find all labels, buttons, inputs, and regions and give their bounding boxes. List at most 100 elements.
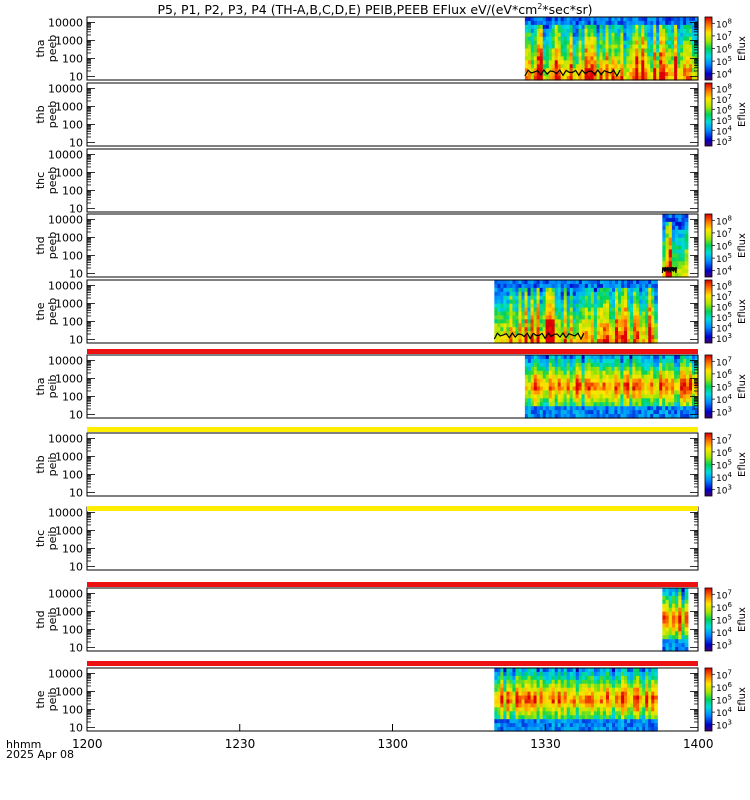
- panel-product-label: peib: [46, 375, 59, 399]
- colorbar-tick-label: 105: [716, 252, 732, 265]
- y-tick-label: 10000: [48, 148, 83, 161]
- panel-frame: [86, 432, 699, 497]
- colorbar-tick-label: 104: [716, 68, 732, 81]
- colorbar-tick-label: 104: [716, 706, 732, 719]
- colorbar-tick-label: 103: [716, 484, 732, 497]
- y-tick-label: 10000: [48, 506, 83, 519]
- panel-product-label: peeb: [46, 101, 59, 129]
- quality-bar-red: [87, 349, 698, 354]
- y-tick-label: 1000: [55, 231, 83, 244]
- colorbar-tick-label: 107: [716, 227, 732, 240]
- colorbar-tick-label: 103: [716, 639, 732, 652]
- colorbar-label: Eflux: [737, 452, 748, 477]
- colorbar-tick-label: 104: [716, 471, 732, 484]
- panel-probe-label: thc: [34, 530, 47, 547]
- y-tick-label: 1000: [55, 297, 83, 310]
- colorbar-tick-label: 106: [716, 601, 732, 614]
- y-tick-label: 1000: [55, 166, 83, 179]
- x-tick-label: 1300: [377, 737, 409, 751]
- title-suffix: *sec*sr): [542, 2, 593, 18]
- colorbar-tick-label: 105: [716, 381, 732, 394]
- colorbar-tick-label: 105: [716, 614, 732, 627]
- panel-frame: [86, 506, 699, 571]
- colorbar-label: Eflux: [737, 233, 748, 258]
- y-tick-label: 1000: [55, 372, 83, 385]
- y-tick-label: 100: [62, 184, 83, 197]
- heatmap-tha-peeb: [524, 17, 699, 81]
- quality-bar-red: [87, 661, 698, 666]
- colorbar-tick-label: 104: [716, 265, 732, 278]
- colorbar-label: Eflux: [737, 607, 748, 632]
- colorbar-tick-label: 106: [716, 446, 732, 459]
- colorbar-tick-label: 107: [716, 668, 732, 681]
- date-label: 2025 Apr 08: [6, 748, 75, 761]
- colorbar-tick-label: 106: [716, 240, 732, 253]
- heatmap-the-peib: [494, 668, 658, 732]
- panel-frame: [86, 82, 699, 147]
- x-tick-label: 1400: [683, 737, 714, 751]
- y-tick-label: 10: [69, 408, 83, 421]
- y-tick-label: 1000: [55, 524, 83, 537]
- title-superscript: 2: [537, 2, 543, 11]
- panel-product-label: peib: [46, 453, 59, 477]
- y-tick-label: 100: [62, 249, 83, 262]
- y-tick-label: 100: [62, 468, 83, 481]
- colorbar-tick-label: 106: [716, 368, 732, 381]
- colorbar: [704, 279, 713, 344]
- colorbar-tick-label: 103: [716, 719, 732, 732]
- y-tick-label: 10000: [48, 587, 83, 600]
- title-prefix: P5, P1, P2, P3, P4 (TH-A,B,C,D,E) PEIB,P…: [157, 2, 538, 18]
- y-tick-label: 100: [62, 315, 83, 328]
- y-tick-label: 100: [62, 118, 83, 131]
- y-tick-label: 100: [62, 703, 83, 716]
- colorbar-label: Eflux: [737, 102, 748, 127]
- y-tick-label: 10: [69, 560, 83, 573]
- panel-product-label: peeb: [46, 232, 59, 260]
- panel-probe-label: the: [34, 302, 47, 320]
- colorbar: [704, 667, 713, 732]
- panel-frame: [86, 279, 699, 344]
- colorbar-tick-label: 108: [716, 214, 732, 227]
- colorbar-tick-label: 105: [716, 55, 732, 68]
- time-format-label: hhmm: [6, 738, 42, 751]
- colorbar-tick-label: 108: [716, 17, 732, 30]
- panel-product-label: peeb: [46, 35, 59, 63]
- quality-bar-yellow: [87, 506, 698, 511]
- colorbar-label: Eflux: [737, 687, 748, 712]
- quality-bar-yellow: [87, 427, 698, 432]
- colorbar-tick-label: 105: [716, 459, 732, 472]
- colorbar-tick-label: 106: [716, 681, 732, 694]
- y-tick-label: 100: [62, 623, 83, 636]
- y-tick-label: 10: [69, 721, 83, 734]
- y-tick-label: 1000: [55, 100, 83, 113]
- y-tick-label: 10: [69, 136, 83, 149]
- y-tick-label: 10000: [48, 16, 83, 29]
- colorbar-tick-label: 103: [716, 406, 732, 419]
- colorbar: [704, 432, 713, 497]
- colorbar-tick-label: 107: [716, 433, 732, 446]
- colorbar-label: Eflux: [737, 374, 748, 399]
- y-tick-label: 10: [69, 202, 83, 215]
- y-tick-label: 1000: [55, 34, 83, 47]
- panel-frame: [86, 148, 699, 213]
- x-tick-label: 1200: [72, 737, 103, 751]
- colorbar-tick-label: 104: [716, 393, 732, 406]
- colorbar-tick-label: 104: [716, 626, 732, 639]
- colorbar-tick-label: 107: [716, 355, 732, 368]
- x-tick-label: 1330: [530, 737, 561, 751]
- y-tick-label: 10: [69, 70, 83, 83]
- y-tick-label: 10000: [48, 354, 83, 367]
- colorbar: [704, 354, 713, 419]
- spacecraft-potential-line: [493, 331, 585, 341]
- y-tick-label: 100: [62, 52, 83, 65]
